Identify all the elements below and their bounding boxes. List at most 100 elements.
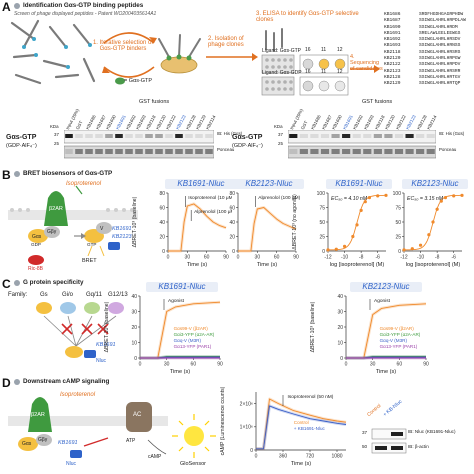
- x-tick-label: -8: [359, 255, 364, 261]
- sequence-value: SRELAWLEELEEWGS: [419, 30, 461, 36]
- x-axis-label: Time (s): [257, 262, 277, 268]
- panel-c-letter: C: [2, 277, 11, 291]
- b-kb2-label: KB2123: [112, 234, 132, 240]
- well-label-top-3: 12: [337, 47, 343, 53]
- sequence-row: KB1693 SSIWGLAHRLHRNSS: [384, 43, 466, 49]
- bullet-icon: [14, 378, 20, 385]
- sequence-value: SSIWGLAHRLHRTGV: [419, 74, 461, 80]
- x-tick-label: 30: [185, 255, 191, 261]
- x-tick-label: -10: [417, 255, 424, 261]
- y-tick-label: 80: [229, 191, 235, 197]
- sequence-value: SRDFHGDHGAGRPHDW: [419, 12, 464, 17]
- panel-b-tag-text: BRET biosensors of Gαs-GTP: [23, 170, 113, 177]
- blot-side-sublabel: (GDP·AlF₄⁻): [232, 143, 263, 149]
- well-label-bottom-3: 12: [337, 69, 343, 75]
- x-tick-label: 60: [397, 362, 403, 368]
- blot-right-label: Ponceau: [439, 147, 457, 152]
- chart-title: KB2123-Nluc: [350, 282, 422, 292]
- x-tick-label: 0: [139, 362, 142, 368]
- data-point: [427, 233, 431, 237]
- blot-1: GST fusions Input (20%) GST KB1686 KB1687 KB1…: [6, 99, 274, 166]
- x-tick-label: 90: [223, 255, 229, 261]
- y-tick-label: 0: [134, 356, 137, 362]
- legend-entry: Gαs99-V (β2AR): [174, 326, 209, 331]
- x-tick-label: 30: [164, 362, 170, 368]
- y-tick-label: 25: [319, 234, 325, 240]
- y-tick-label: 20: [131, 325, 137, 331]
- c-family-gs: Gs: [40, 292, 48, 298]
- x-tick-label: 0: [255, 454, 258, 460]
- chart-6: 0 30 60 90 0 10 20 30 40 Time (s) Agonist Gαs99-V (…: [337, 294, 429, 375]
- y-tick-label: 20: [337, 325, 343, 331]
- well-label-bottom-1: 16: [305, 69, 311, 75]
- nluc-icon: [70, 450, 82, 458]
- data-point: [342, 244, 347, 248]
- c-family-label: Family:: [8, 292, 28, 298]
- x-tick-label: 1080: [331, 454, 342, 460]
- data-point: [326, 248, 330, 252]
- ec50-annotation: EC₅₀ = 3.15 nM: [407, 196, 444, 202]
- c-nluc-label: Nluc: [96, 358, 107, 364]
- sequence-id: KB1686: [384, 12, 401, 17]
- chart-annotation: Alprenolol (100 μM): [194, 209, 232, 215]
- y-tick-label: 50: [395, 220, 401, 226]
- y-tick-label: 60: [159, 205, 165, 211]
- chart-2: 0 30 60 90 0 20 40 60 80 Time (s) Alprenolol (100 …: [229, 191, 300, 268]
- blot-kda-header: KDa: [274, 124, 283, 129]
- y-tick-label: 40: [229, 220, 235, 226]
- sequence-id: KB1693: [384, 43, 401, 49]
- ec50-annotation: EC₅₀ = 4.10 nM: [331, 196, 368, 202]
- y-tick-label: 30: [131, 309, 137, 315]
- y-tick-label: 60: [229, 205, 235, 211]
- y-tick-label: 10: [337, 340, 343, 346]
- y-axis-label: ΔBRET·10³ (baseline): [132, 196, 138, 248]
- blot-strips: [288, 130, 436, 159]
- d-camp-label: cAMP: [148, 454, 162, 460]
- c-family-gq: Gq/11: [86, 292, 102, 298]
- data-point: [359, 208, 363, 212]
- y-tick-label: 40: [337, 294, 343, 300]
- y-tick-label: 75: [319, 205, 325, 211]
- panel-b-diagram: [8, 185, 138, 265]
- blot-kda-marker: 25: [54, 141, 59, 146]
- y-tick-label: 10: [131, 340, 137, 346]
- x-tick-label: 60: [204, 255, 210, 261]
- b-venus-label: V: [100, 226, 104, 232]
- y-tick-label: 100: [317, 191, 326, 197]
- b-bret-label: BRET: [82, 258, 97, 264]
- data-point: [367, 196, 372, 200]
- sequence-row: KB2129 SSIWGLAHRLHRTQP: [384, 81, 466, 87]
- x-axis-label: Time (s): [291, 461, 311, 467]
- sequence-id: KB1691: [384, 30, 401, 36]
- chart-title: KB1691-Nluc: [326, 179, 392, 189]
- fit-curve: [328, 194, 386, 251]
- sequence-row: KB2122 SSIWGLAHRLHRPDV: [384, 62, 466, 68]
- sequence-id: KB1687: [384, 18, 401, 24]
- blot-lane-label: KB2114: [426, 114, 439, 131]
- data-point: [418, 243, 423, 247]
- d-blot-label-actin: IB: β-actin: [408, 444, 429, 449]
- sequence-value: SSIWGLAHRLHRTQP: [419, 81, 461, 87]
- blot-right-label: IB: His (Gαs): [217, 131, 243, 136]
- x-tick-label: 0: [237, 255, 240, 261]
- y-tick-label: 30: [337, 309, 343, 315]
- b-gas-label: Gαs: [32, 234, 42, 240]
- chart-title: KB2123-Nluc: [402, 179, 468, 189]
- panel-a-tag: Identification Gαs-GTP binding peptides: [14, 2, 143, 9]
- gbg-icon: [36, 434, 52, 446]
- panel-a-diagram: [10, 19, 380, 96]
- legend-entry: Gαq-V (M3R): [380, 338, 408, 343]
- y-tick-label: 40: [159, 220, 165, 226]
- x-tick-label: 720: [306, 454, 315, 460]
- d-blot-kda-37: 37: [362, 430, 368, 435]
- chart-title: KB1691-Nluc: [146, 282, 218, 292]
- elisa-plate-gdp-icon: [261, 76, 295, 96]
- d-nluc-label: Nluc: [66, 461, 77, 467]
- x-tick-label: 0: [345, 362, 348, 368]
- cross-icon: [61, 323, 109, 335]
- panel-d-tag-text: Downstream cAMP signaling: [23, 378, 110, 385]
- blot-strips: [64, 130, 214, 159]
- legend-entry: Gαi3-YFP (α2A-AR): [380, 332, 421, 337]
- d-receptor-label: β2AR: [31, 412, 45, 418]
